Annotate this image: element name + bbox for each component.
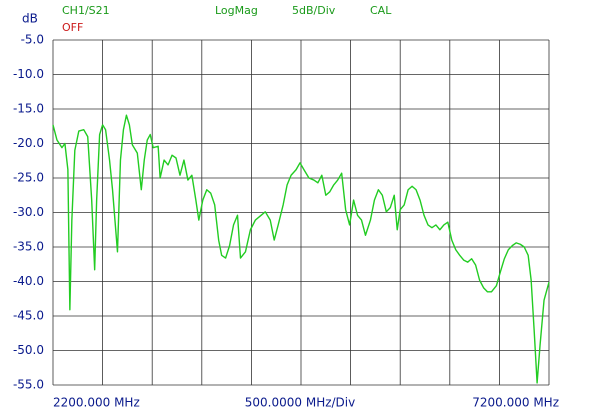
x-division-label: 500.0000 MHz/Div	[245, 396, 355, 410]
x-tick-label: 2200.000 MHz	[53, 396, 140, 410]
y-tick-label: -15.0	[13, 102, 44, 116]
y-tick-label: -25.0	[13, 171, 44, 185]
y-tick-label: -10.0	[13, 67, 44, 81]
y-tick-label: -20.0	[13, 136, 44, 150]
y-tick-label: -35.0	[13, 240, 44, 254]
y-tick-label: -55.0	[13, 378, 44, 392]
y-unit: dB	[22, 12, 38, 26]
cal-label: CAL	[370, 4, 392, 17]
y-tick-label: -45.0	[13, 309, 44, 323]
scale-label: 5dB/Div	[292, 4, 336, 17]
status-label: OFF	[62, 21, 83, 34]
channel-label: CH1/S21	[62, 4, 110, 17]
y-tick-label: -50.0	[13, 343, 44, 357]
trace-line	[52, 114, 550, 384]
format-label: LogMag	[215, 4, 258, 17]
y-tick-label: -5.0	[21, 33, 44, 47]
y-tick-label: -30.0	[13, 205, 44, 219]
y-tick-label: -40.0	[13, 274, 44, 288]
x-tick-label: 7200.000 MHz	[472, 396, 559, 410]
